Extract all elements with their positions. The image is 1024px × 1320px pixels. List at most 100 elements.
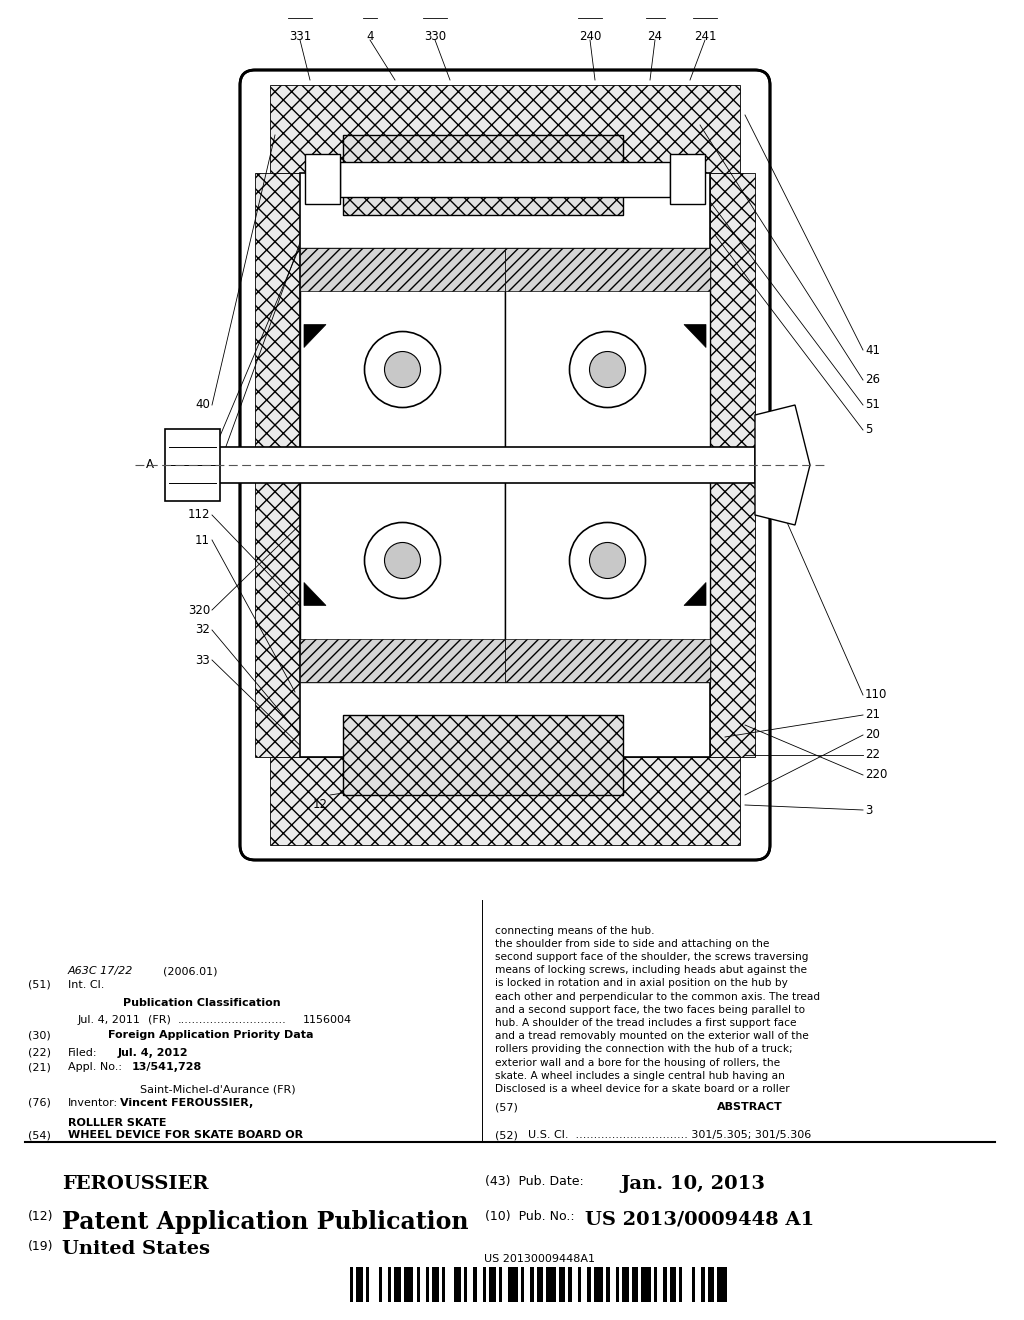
Text: Publication Classification: Publication Classification	[123, 998, 281, 1008]
Text: 110: 110	[865, 689, 888, 701]
Text: United States: United States	[62, 1239, 210, 1258]
Text: 41: 41	[865, 343, 880, 356]
Text: 33: 33	[196, 653, 210, 667]
Bar	[718, 1267, 727, 1302]
Bar	[473, 1267, 476, 1302]
Text: 21: 21	[865, 709, 880, 722]
Text: (43)  Pub. Date:: (43) Pub. Date:	[485, 1175, 584, 1188]
Text: 5: 5	[203, 479, 210, 491]
Text: ..............................: ..............................	[178, 1015, 287, 1026]
Bar	[255, 173, 300, 756]
Circle shape	[365, 523, 440, 598]
Bar	[300, 639, 505, 682]
Text: and a second support face, the two faces being parallel to: and a second support face, the two faces…	[495, 1005, 805, 1015]
Text: 241: 241	[693, 30, 716, 44]
Text: US 20130009448A1: US 20130009448A1	[484, 1254, 596, 1265]
Bar	[356, 1267, 362, 1302]
Text: 20: 20	[865, 729, 880, 742]
Text: 51: 51	[196, 449, 210, 462]
Circle shape	[569, 331, 645, 408]
Text: 220: 220	[865, 768, 888, 781]
Text: (57): (57)	[495, 1102, 518, 1111]
Circle shape	[384, 543, 421, 578]
Bar	[632, 1267, 638, 1302]
Text: US 2013/0009448 A1: US 2013/0009448 A1	[585, 1210, 814, 1228]
Bar	[464, 1267, 467, 1302]
Bar	[537, 1267, 543, 1302]
Polygon shape	[304, 582, 326, 606]
Text: (10)  Pub. No.:: (10) Pub. No.:	[485, 1210, 583, 1224]
Text: 240: 240	[579, 30, 601, 44]
Text: is locked in rotation and in axial position on the hub by: is locked in rotation and in axial posit…	[495, 978, 787, 989]
Bar	[708, 1267, 714, 1302]
Text: WHEEL DEVICE FOR SKATE BOARD OR: WHEEL DEVICE FOR SKATE BOARD OR	[68, 1130, 303, 1140]
Text: (2006.01): (2006.01)	[163, 966, 217, 975]
Bar	[559, 1267, 565, 1302]
Bar	[455, 1267, 461, 1302]
Text: 11: 11	[195, 533, 210, 546]
Bar	[300, 248, 505, 292]
Text: skate. A wheel includes a single central hub having an: skate. A wheel includes a single central…	[495, 1071, 784, 1081]
Text: (52): (52)	[495, 1130, 518, 1140]
Text: Vincent FEROUSSIER,: Vincent FEROUSSIER,	[120, 1098, 253, 1107]
Text: 13/541,728: 13/541,728	[132, 1063, 203, 1072]
Text: exterior wall and a bore for the housing of rollers, the: exterior wall and a bore for the housing…	[495, 1057, 780, 1068]
Text: Jul. 4, 2012: Jul. 4, 2012	[118, 1048, 188, 1059]
Bar	[366, 1267, 369, 1302]
Bar	[521, 1267, 524, 1302]
Text: Foreign Application Priority Data: Foreign Application Priority Data	[108, 1030, 313, 1040]
Bar	[505, 639, 710, 682]
Bar	[343, 715, 623, 795]
Text: 112: 112	[187, 508, 210, 521]
Bar	[701, 1267, 705, 1302]
Text: 40: 40	[196, 399, 210, 412]
Bar	[530, 1267, 534, 1302]
Bar	[670, 1267, 676, 1302]
Text: 22: 22	[865, 748, 880, 762]
Circle shape	[590, 543, 626, 578]
Text: U.S. Cl.  ............................... 301/5.305; 301/5.306: U.S. Cl. ...............................…	[528, 1130, 811, 1140]
Text: Jan. 10, 2013: Jan. 10, 2013	[620, 1175, 765, 1193]
Bar	[394, 1267, 400, 1302]
Bar	[270, 756, 740, 845]
Circle shape	[384, 351, 421, 388]
Bar	[664, 1267, 667, 1302]
Text: rollers providing the connection with the hub of a truck;: rollers providing the connection with th…	[495, 1044, 793, 1055]
Text: Appl. No.:: Appl. No.:	[68, 1063, 129, 1072]
Text: 12: 12	[312, 799, 328, 812]
Circle shape	[590, 351, 626, 388]
Bar	[403, 1267, 414, 1302]
Text: (51): (51)	[28, 979, 51, 990]
Text: Filed:: Filed:	[68, 1048, 97, 1059]
Text: and a tread removably mounted on the exterior wall of the: and a tread removably mounted on the ext…	[495, 1031, 809, 1041]
Bar	[489, 1267, 496, 1302]
Text: 5: 5	[865, 424, 872, 437]
Text: Int. Cl.: Int. Cl.	[68, 979, 104, 990]
FancyBboxPatch shape	[240, 70, 770, 861]
Text: 26: 26	[865, 374, 880, 387]
Text: Inventor:: Inventor:	[68, 1098, 118, 1107]
Text: 32: 32	[196, 623, 210, 636]
Bar	[616, 1267, 620, 1302]
Bar	[578, 1267, 582, 1302]
Text: means of locking screws, including heads abut against the: means of locking screws, including heads…	[495, 965, 807, 975]
Bar	[594, 1267, 603, 1302]
Text: (76): (76)	[28, 1098, 51, 1107]
Text: each other and perpendicular to the common axis. The tread: each other and perpendicular to the comm…	[495, 991, 820, 1002]
Text: (19): (19)	[28, 1239, 53, 1253]
Text: second support face of the shoulder, the screws traversing: second support face of the shoulder, the…	[495, 952, 809, 962]
Bar	[417, 1267, 420, 1302]
Text: 331: 331	[289, 30, 311, 44]
Text: (21): (21)	[28, 1063, 51, 1072]
Text: A63C 17/22: A63C 17/22	[68, 966, 133, 975]
Text: 1156004: 1156004	[303, 1015, 352, 1026]
Bar	[350, 1267, 353, 1302]
Bar	[343, 135, 623, 215]
Bar	[499, 1267, 502, 1302]
Text: Patent Application Publication: Patent Application Publication	[62, 1210, 469, 1234]
Bar	[547, 1267, 556, 1302]
Circle shape	[569, 523, 645, 598]
Text: ABSTRACT: ABSTRACT	[717, 1102, 783, 1111]
Bar	[300, 248, 505, 682]
Bar	[623, 1267, 629, 1302]
